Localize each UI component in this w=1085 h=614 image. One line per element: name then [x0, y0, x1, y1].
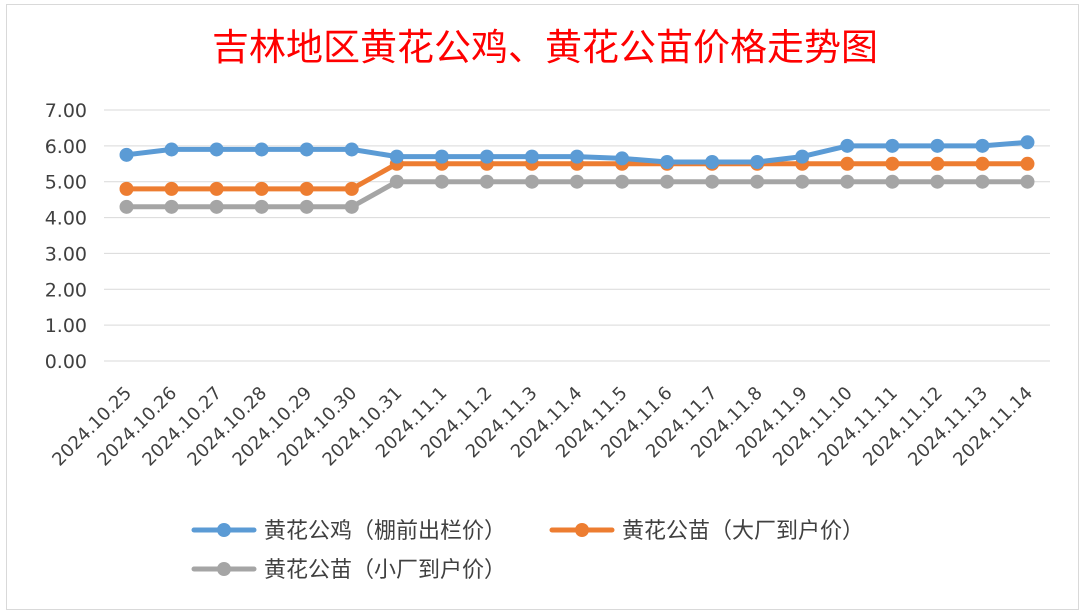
- data-point: [930, 138, 945, 153]
- legend-swatch-marker: [217, 523, 231, 537]
- legend-swatch-marker: [217, 562, 231, 576]
- data-point: [254, 181, 269, 196]
- data-point: [344, 199, 359, 214]
- data-point: [930, 174, 945, 189]
- series-0: [119, 135, 1035, 169]
- y-tick-label: 6.00: [45, 136, 87, 158]
- data-point: [434, 149, 449, 164]
- data-point: [164, 142, 179, 157]
- series-2: [119, 174, 1035, 214]
- data-point: [119, 199, 134, 214]
- data-point: [1020, 135, 1035, 150]
- data-point: [795, 174, 810, 189]
- y-tick-label: 4.00: [45, 208, 87, 230]
- y-tick-label: 5.00: [45, 172, 87, 194]
- data-point: [119, 181, 134, 196]
- data-point: [254, 142, 269, 157]
- y-tick-label: 7.00: [45, 100, 87, 122]
- data-point: [660, 174, 675, 189]
- data-point: [705, 174, 720, 189]
- legend-label: 黄花公苗（大厂到户价）: [622, 519, 864, 544]
- data-point: [434, 174, 449, 189]
- y-axis: 0.00 1.00 2.00 3.00 4.00 5.00 6.00 7.00: [45, 100, 87, 373]
- legend-label: 黄花公苗（小厂到户价）: [264, 558, 506, 583]
- data-point: [479, 149, 494, 164]
- data-point: [254, 199, 269, 214]
- legend: 黄花公鸡（棚前出栏价） 黄花公苗（大厂到户价） 黄花公苗（小厂到户价）: [191, 519, 864, 583]
- data-point: [705, 154, 720, 169]
- series-layer: [119, 135, 1035, 214]
- data-point: [975, 156, 990, 171]
- data-point: [660, 154, 675, 169]
- data-point: [615, 151, 630, 166]
- data-point: [885, 138, 900, 153]
- data-point: [930, 156, 945, 171]
- data-point: [1020, 156, 1035, 171]
- data-point: [750, 154, 765, 169]
- data-point: [840, 138, 855, 153]
- y-tick-label: 0.00: [45, 351, 87, 373]
- chart-frame: [6, 4, 1079, 610]
- legend-item-0: 黄花公鸡（棚前出栏价）: [191, 519, 506, 544]
- y-tick-label: 3.00: [45, 243, 87, 265]
- data-point: [209, 199, 224, 214]
- data-point: [885, 174, 900, 189]
- data-point: [344, 142, 359, 157]
- data-point: [524, 174, 539, 189]
- data-point: [795, 149, 810, 164]
- data-point: [344, 181, 359, 196]
- data-point: [389, 149, 404, 164]
- legend-label: 黄花公鸡（棚前出栏价）: [264, 519, 506, 544]
- data-point: [389, 174, 404, 189]
- data-point: [479, 174, 494, 189]
- data-point: [119, 147, 134, 162]
- data-point: [524, 149, 539, 164]
- data-point: [885, 156, 900, 171]
- data-point: [750, 174, 765, 189]
- x-axis: 2024.10.252024.10.262024.10.272024.10.28…: [48, 383, 1037, 471]
- data-point: [209, 181, 224, 196]
- data-point: [1020, 174, 1035, 189]
- legend-item-2: 黄花公苗（小厂到户价）: [191, 558, 506, 583]
- y-tick-label: 2.00: [45, 279, 87, 301]
- data-point: [209, 142, 224, 157]
- data-point: [164, 199, 179, 214]
- data-point: [164, 181, 179, 196]
- chart-title: 吉林地区黄花公鸡、黄花公苗价格走势图: [212, 26, 878, 69]
- data-point: [299, 199, 314, 214]
- data-point: [615, 174, 630, 189]
- data-point: [840, 174, 855, 189]
- data-point: [299, 142, 314, 157]
- data-point: [570, 149, 584, 164]
- data-point: [299, 181, 314, 196]
- data-point: [570, 174, 584, 189]
- legend-item-1: 黄花公苗（大厂到户价）: [549, 519, 864, 544]
- y-tick-label: 1.00: [45, 315, 87, 337]
- data-point: [975, 174, 990, 189]
- data-point: [840, 156, 855, 171]
- legend-swatch-marker: [575, 523, 589, 537]
- data-point: [975, 138, 990, 153]
